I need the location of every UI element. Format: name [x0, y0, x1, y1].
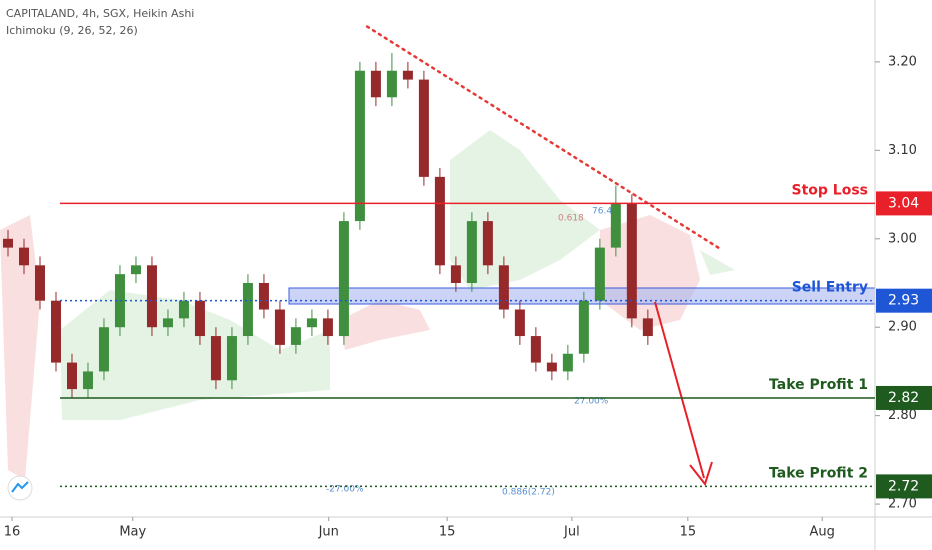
candle-body — [98, 327, 109, 372]
price-tag-label: 2.82 — [888, 390, 919, 406]
candle-body — [226, 336, 237, 381]
x-tick-label: 16 — [4, 525, 21, 540]
fib-label: 0.618 — [558, 214, 584, 224]
candle-body — [594, 247, 605, 301]
cloud — [340, 300, 430, 350]
candle-body — [578, 300, 589, 354]
fib-label: 76.4% — [592, 207, 621, 217]
candle-body — [258, 282, 269, 310]
candle-body — [562, 353, 573, 372]
candle-body — [482, 221, 493, 266]
candle-body — [322, 318, 333, 337]
trendline — [365, 25, 720, 249]
arrow — [654, 301, 705, 479]
fib-label: 0.886(2.72) — [502, 488, 555, 498]
price-tag-label: 3.04 — [888, 195, 919, 211]
candle-body — [642, 318, 653, 337]
fib-label: 27.00% — [574, 397, 609, 407]
candle-body — [498, 265, 509, 310]
candle-body — [290, 327, 301, 345]
price-tag — [876, 385, 932, 410]
candle-body — [50, 300, 61, 363]
candle-body — [274, 309, 285, 345]
candle-body — [530, 336, 541, 363]
cloud — [60, 290, 330, 420]
y-tick-label: 2.90 — [888, 320, 917, 335]
x-tick-label: Jul — [563, 525, 580, 540]
candle-body — [434, 176, 445, 266]
candle-body — [370, 70, 381, 98]
candle-body — [178, 300, 189, 319]
price-tag-label: 2.72 — [888, 478, 919, 494]
candle-body — [130, 265, 141, 275]
candle-body — [210, 336, 221, 381]
candle-body — [466, 221, 477, 283]
level-label: Take Profit 1 — [769, 377, 868, 393]
candle-body — [146, 265, 157, 328]
candle-body — [450, 265, 461, 283]
price-tag — [876, 474, 932, 499]
logo-icon — [11, 481, 29, 493]
x-tick-label: 15 — [680, 525, 697, 540]
level-label: Stop Loss — [792, 182, 869, 198]
level-label: Sell Entry — [792, 280, 868, 296]
y-tick-label: 2.70 — [888, 497, 917, 512]
chart-title: CAPITALAND, 4h, SGX, Heikin Ashi — [6, 7, 194, 20]
candle-body — [18, 247, 29, 266]
price-tag — [876, 191, 932, 216]
candle-body — [66, 362, 77, 390]
logo[interactable] — [7, 475, 33, 501]
cloud — [0, 215, 40, 480]
candle-body — [626, 203, 637, 319]
candle-body — [34, 265, 45, 301]
arrow-head — [689, 461, 713, 487]
y-tick-label: 2.80 — [888, 408, 917, 423]
candle-body — [162, 318, 173, 328]
price-tag-label: 2.93 — [888, 293, 919, 309]
price-tag — [876, 288, 932, 313]
level-label: Take Profit 2 — [769, 465, 868, 481]
candle-body — [242, 282, 253, 337]
chart-subtitle: Ichimoku (9, 26, 52, 26) — [6, 24, 138, 37]
candle-body — [306, 318, 317, 328]
candle-body — [418, 79, 429, 177]
x-tick-label: May — [119, 525, 146, 540]
y-tick-label: 3.00 — [888, 231, 917, 246]
candle-body — [82, 371, 93, 390]
candle-body — [610, 203, 621, 248]
y-tick-label: 3.10 — [888, 143, 917, 158]
candle-body — [546, 362, 557, 372]
y-tick-label: 3.20 — [888, 54, 917, 69]
candle-body — [514, 309, 525, 337]
x-tick-label: 15 — [439, 525, 456, 540]
x-tick-label: Jun — [318, 525, 339, 540]
fib-label: -27.00% — [326, 485, 364, 495]
candle-body — [402, 70, 413, 80]
candle-body — [194, 300, 205, 337]
candle-body — [354, 70, 365, 222]
candle-body — [114, 274, 125, 328]
candle-body — [2, 238, 13, 248]
candle-body — [338, 221, 349, 337]
cloud — [700, 250, 735, 275]
candle-body — [386, 70, 397, 98]
x-tick-label: Aug — [810, 525, 835, 540]
